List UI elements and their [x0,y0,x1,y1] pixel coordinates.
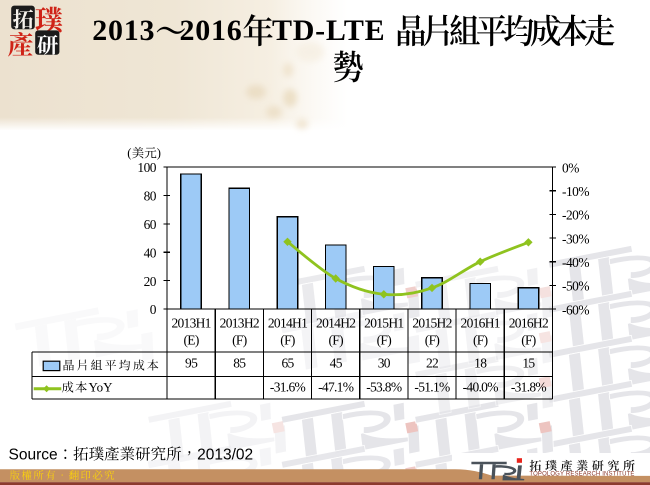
svg-text:(F): (F) [425,332,440,347]
svg-text:85: 85 [233,355,246,370]
svg-text:80: 80 [144,189,157,204]
svg-text:18: 18 [474,355,487,370]
svg-text:(F): (F) [232,332,247,347]
svg-text:(F): (F) [473,332,488,347]
svg-text:(E): (E) [184,332,199,347]
svg-text:-47.1%: -47.1% [318,379,354,394]
svg-text:2015H2: 2015H2 [412,315,451,330]
svg-text:-50%: -50% [562,279,589,294]
svg-text:100: 100 [137,160,156,175]
svg-text:0: 0 [150,302,157,317]
svg-text:15: 15 [522,355,535,370]
svg-text:-10%: -10% [562,184,589,199]
svg-text:-31.8%: -31.8% [511,379,547,394]
svg-text:-53.8%: -53.8% [366,379,402,394]
svg-text:(F): (F) [521,332,536,347]
svg-text:2013/02: 2013/02 [197,447,253,464]
svg-text:(: ( [127,146,131,160]
svg-text:Source: Source [9,447,58,464]
svg-text:2015H1: 2015H1 [364,315,403,330]
svg-text:0%: 0% [562,160,579,175]
svg-text:-31.6%: -31.6% [270,379,306,394]
svg-text:-40.0%: -40.0% [463,379,499,394]
svg-text:2013H1: 2013H1 [171,315,210,330]
svg-text:2016: 2016 [180,14,243,47]
svg-text:): ) [157,146,161,160]
svg-text:2014H1: 2014H1 [268,315,307,330]
svg-text:2014H2: 2014H2 [316,315,355,330]
svg-text:-40%: -40% [562,255,589,270]
svg-text:-30%: -30% [562,231,589,246]
svg-text:30: 30 [378,355,391,370]
svg-text:45: 45 [330,355,343,370]
svg-text:TOPOLOGY RESEARCH INSTITUTE: TOPOLOGY RESEARCH INSTITUTE [529,472,634,478]
svg-text:(F): (F) [328,332,343,347]
svg-text:-51.1%: -51.1% [414,379,450,394]
svg-text:22: 22 [426,355,438,370]
svg-text:TD-LTE: TD-LTE [272,14,385,47]
svg-text:20: 20 [144,274,157,289]
svg-text:YoY: YoY [89,380,114,395]
svg-text:-60%: -60% [562,302,589,317]
svg-text:-20%: -20% [562,208,589,223]
svg-text:2013H2: 2013H2 [220,315,259,330]
svg-text:65: 65 [281,355,294,370]
svg-text:(F): (F) [280,332,295,347]
svg-text:2013: 2013 [92,14,155,47]
svg-text:2016H2: 2016H2 [509,315,548,330]
svg-text:95: 95 [185,355,198,370]
svg-text:(F): (F) [377,332,392,347]
svg-text:40: 40 [144,245,157,260]
svg-text:2016H1: 2016H1 [461,315,500,330]
svg-text:60: 60 [144,217,157,232]
